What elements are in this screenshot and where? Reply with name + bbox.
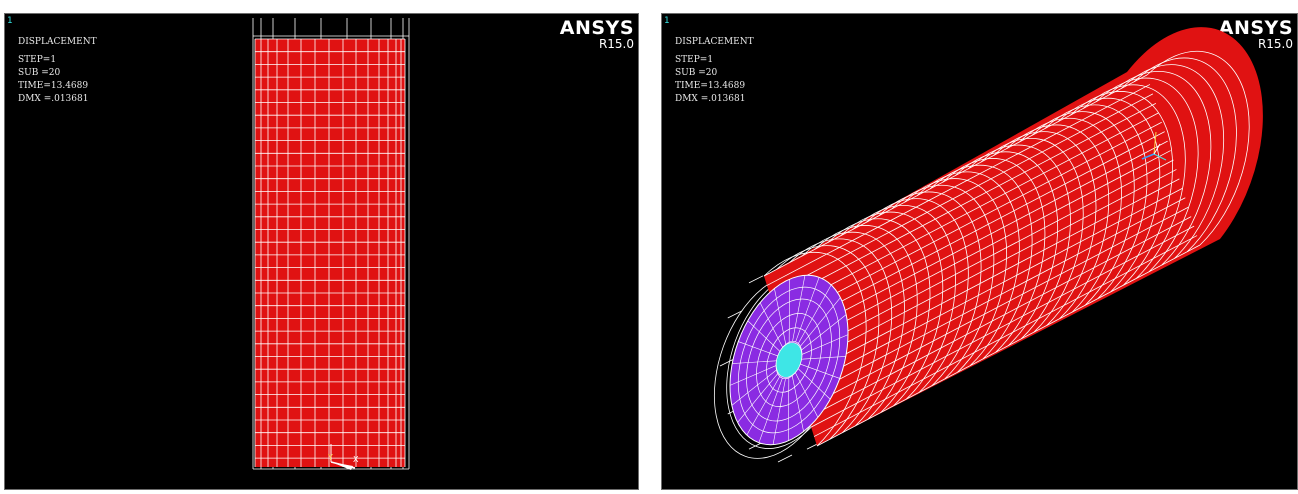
end-face-radial bbox=[774, 288, 787, 345]
ansys-brand: ANSYS bbox=[559, 17, 634, 39]
dmx-label: DMX =.013681 bbox=[18, 94, 89, 104]
ansys-logo: ANSYS R15.0 bbox=[1219, 18, 1293, 51]
end-face-radial bbox=[801, 334, 849, 355]
result-title: DISPLACEMENT bbox=[675, 37, 754, 47]
mesh-line bbox=[810, 225, 1195, 428]
end-face-radial bbox=[788, 377, 790, 441]
time-label: TIME=13.4689 bbox=[675, 81, 746, 91]
end-face-radial bbox=[731, 369, 777, 406]
end-face-radial bbox=[729, 365, 777, 386]
iso-mesh-model bbox=[713, 27, 1263, 463]
mesh-line bbox=[772, 102, 1157, 305]
mesh-grid-lines bbox=[763, 50, 1250, 447]
front-mesh-model: Y X bbox=[252, 18, 410, 470]
mesh-line bbox=[793, 169, 1177, 371]
ansys-version: R15.0 bbox=[598, 37, 634, 51]
mesh-ring bbox=[1146, 50, 1250, 246]
end-face-radial bbox=[746, 376, 780, 436]
end-face-radial bbox=[759, 302, 783, 348]
mesh-grid-lines bbox=[254, 38, 406, 467]
result-legend: DISPLACEMENT STEP=1 SUB =20 TIME=13.4689… bbox=[675, 36, 754, 106]
end-face-radial bbox=[747, 320, 781, 352]
cylinder-silhouette bbox=[764, 27, 1263, 447]
end-face-radial bbox=[792, 275, 806, 342]
end-face-radial bbox=[795, 277, 820, 342]
end-face-radial bbox=[798, 284, 832, 344]
mesh-line bbox=[802, 197, 1186, 400]
mesh-line bbox=[796, 178, 1180, 381]
end-face-radial bbox=[737, 373, 778, 423]
mesh-line bbox=[778, 121, 1162, 324]
end-face-radial bbox=[791, 375, 804, 432]
inner-bore bbox=[775, 342, 803, 378]
end-face-radial bbox=[738, 341, 778, 357]
end-face-radial bbox=[800, 363, 840, 379]
end-face-radial bbox=[732, 360, 777, 364]
mesh-line bbox=[766, 84, 1151, 286]
end-face-radial bbox=[795, 372, 819, 418]
substep-label: SUB =20 bbox=[18, 68, 61, 78]
window-number: 1 bbox=[664, 16, 670, 26]
window-number: 1 bbox=[7, 16, 13, 26]
undeformed-line bbox=[748, 275, 764, 284]
coordinate-triad-icon: Y X bbox=[327, 444, 359, 470]
step-label: STEP=1 bbox=[18, 55, 57, 65]
ansys-version: R15.0 bbox=[1257, 37, 1293, 51]
result-title: DISPLACEMENT bbox=[18, 37, 97, 47]
end-face-radial bbox=[801, 356, 846, 360]
mesh-line bbox=[787, 150, 1171, 352]
mesh-line bbox=[813, 235, 1198, 437]
end-face-radial bbox=[772, 378, 786, 445]
mesh-line bbox=[769, 93, 1154, 296]
end-face-radial bbox=[801, 314, 847, 351]
end-face-radial bbox=[800, 297, 841, 347]
graphics-viewport-front[interactable]: 1 DISPLACEMENT STEP=1 SUB =20 TIME=13.46… bbox=[4, 13, 639, 490]
graphics-viewport-iso[interactable]: 1 DISPLACEMENT STEP=1 SUB =20 TIME=13.46… bbox=[661, 13, 1298, 490]
triad-x-label: X bbox=[353, 455, 359, 464]
undeformed-line bbox=[727, 310, 742, 319]
result-legend: DISPLACEMENT STEP=1 SUB =20 TIME=13.4689… bbox=[18, 36, 97, 106]
coordinate-triad-icon bbox=[1141, 131, 1167, 161]
deformed-cylinder-body bbox=[255, 39, 405, 467]
ansys-brand: ANSYS bbox=[1218, 17, 1293, 39]
undeformed-line bbox=[719, 358, 735, 367]
mesh-line bbox=[781, 131, 1165, 334]
step-label: STEP=1 bbox=[675, 55, 714, 65]
end-face-radial bbox=[797, 368, 831, 400]
mesh-line bbox=[807, 216, 1192, 419]
mesh-line bbox=[805, 206, 1189, 409]
cylinder-end-face bbox=[729, 274, 849, 446]
substep-label: SUB =20 bbox=[675, 68, 718, 78]
end-face-radial bbox=[758, 378, 783, 443]
deformed-cylinder-body bbox=[764, 27, 1263, 447]
mesh-ring bbox=[1133, 57, 1237, 252]
end-face-radial bbox=[788, 279, 790, 343]
ansys-logo: ANSYS R15.0 bbox=[560, 18, 634, 51]
time-label: TIME=13.4689 bbox=[18, 81, 89, 91]
mesh-line bbox=[784, 140, 1168, 343]
triad-y-label: Y bbox=[327, 453, 333, 462]
undeformed-line bbox=[777, 454, 793, 463]
mesh-line bbox=[790, 159, 1174, 362]
dmx-label: DMX =.013681 bbox=[675, 94, 746, 104]
